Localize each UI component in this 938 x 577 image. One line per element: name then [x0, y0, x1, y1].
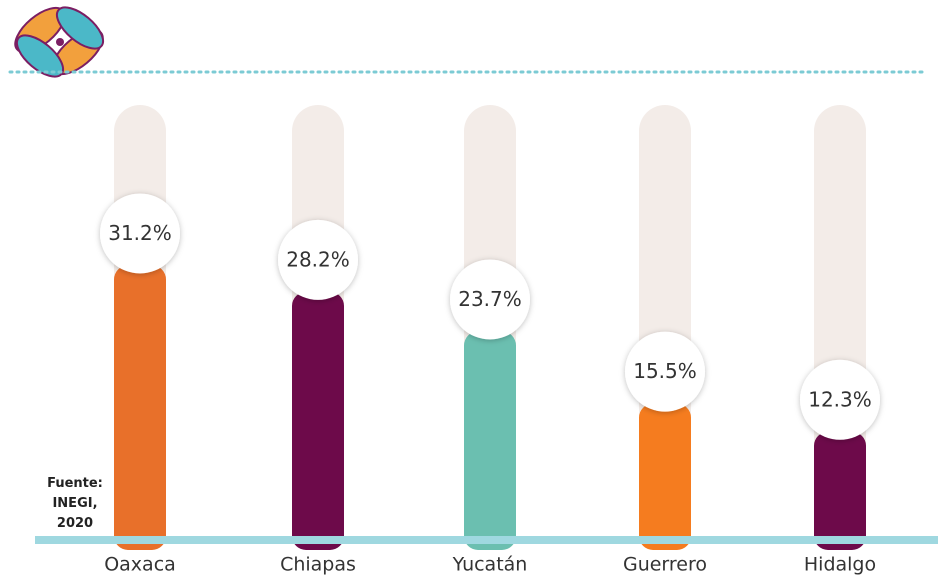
value-label: 28.2% — [286, 247, 350, 271]
bar — [464, 331, 516, 550]
bar — [292, 292, 344, 550]
chart: 31.2% Oaxaca 28.2% Chiapas 23.7% Yucatán 15.5%… — [0, 0, 938, 577]
source-note: Fuente: INEGI, 2020 — [40, 474, 110, 534]
value-label: 15.5% — [633, 359, 697, 383]
x-tick-label: Yucatán — [452, 554, 528, 576]
page: 31.2% Oaxaca 28.2% Chiapas 23.7% Yucatán 15.5%… — [0, 0, 938, 577]
x-tick-label: Guerrero — [623, 554, 707, 576]
bar — [814, 432, 866, 550]
bar — [639, 404, 691, 550]
value-label: 12.3% — [808, 387, 872, 411]
value-label: 23.7% — [458, 287, 522, 311]
x-tick-label: Oaxaca — [104, 554, 176, 576]
bar — [114, 265, 166, 550]
x-tick-label: Chiapas — [280, 554, 356, 576]
x-tick-label: Hidalgo — [804, 554, 876, 576]
value-label: 31.2% — [108, 221, 172, 245]
